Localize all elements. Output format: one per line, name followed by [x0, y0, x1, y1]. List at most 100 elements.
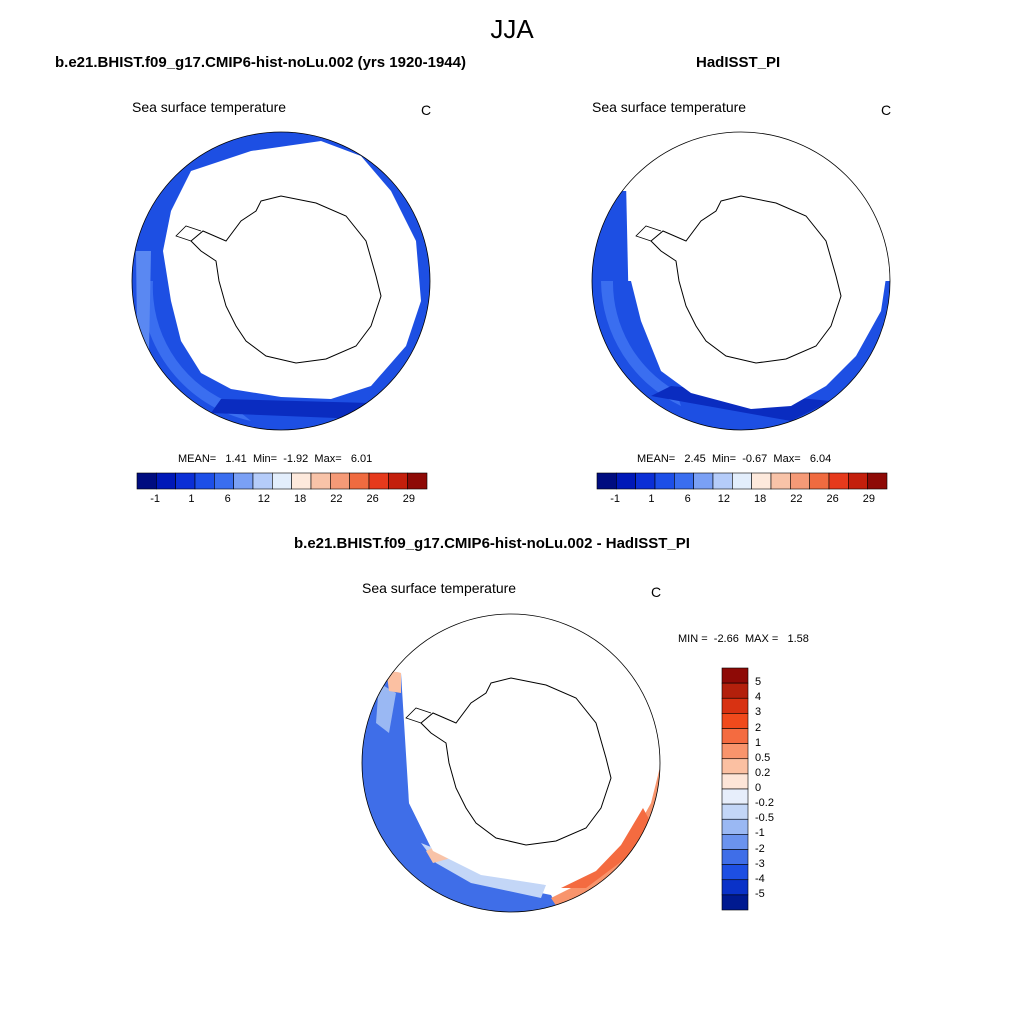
- panel-1-colorbar-tick-label: 6: [224, 493, 231, 505]
- panel-1-colorbar: [136, 472, 428, 490]
- panel-2-colorbar-swatch: [809, 472, 830, 490]
- panel-2-colorbar-swatch: [654, 472, 675, 490]
- panel-3-colorbar-swatch: [721, 879, 749, 896]
- panel-2-colorbar-swatch: [635, 472, 656, 490]
- panel-1-title: b.e21.BHIST.f09_g17.CMIP6-hist-noLu.002 …: [55, 54, 466, 71]
- panel-2-colorbar-tick-label: 22: [790, 493, 803, 505]
- panel-2-peninsula-outline: [635, 225, 662, 242]
- panel-1-cold-band: [211, 399, 371, 419]
- panel-3-variable-label: Sea surface temperature: [362, 580, 517, 596]
- panel-3-colorbar-tick-label: 3: [755, 706, 762, 719]
- panel-2-colorbar-swatch: [770, 472, 791, 490]
- panel-1-colorbar-swatch: [291, 472, 312, 490]
- panel-1-colorbar-tick-label: -1: [150, 493, 161, 505]
- panel-3-colorbar-tick-label: -5: [755, 887, 765, 900]
- panel-1-colorbar-tick-label: 29: [402, 493, 415, 505]
- panel-3-colorbar: [721, 667, 749, 911]
- panel-3-colorbar-swatch: [721, 849, 749, 865]
- panel-1-max-value: 6.01: [350, 453, 373, 465]
- panel-1-peninsula-outline: [175, 225, 202, 242]
- panel-1-antarctica-coastline: [190, 195, 382, 364]
- panel-1-colorbar-swatch: [349, 472, 370, 490]
- panel-3-units: C: [651, 584, 662, 600]
- panel-3-colorbar-tick-label: 1: [755, 736, 762, 749]
- panel-1-polar-map: [131, 131, 431, 431]
- panel-3-colorbar-labels: 5 4 3 2 1 0.5 0.2 0 -0.2 -0.5 -1 -2 -3 -4 -5: [755, 668, 795, 910]
- panel-3-colorbar-swatch: [721, 834, 749, 850]
- panel-3-colorbar-swatch: [721, 728, 749, 744]
- panel-2-colorbar-tick-label: 29: [862, 493, 875, 505]
- panel-1-colorbar-tick-label: 26: [366, 493, 379, 505]
- panel-2-title: HadISST_PI: [696, 54, 781, 71]
- panel-2-colorbar-swatch: [596, 472, 617, 490]
- panel-2-colorbar-swatch: [674, 472, 694, 490]
- panel-3-colorbar-tick-label: 2: [755, 721, 762, 734]
- panel-3-colorbar-tick-label: -0.5: [755, 812, 774, 825]
- panel-3-map-boundary: [361, 613, 661, 913]
- panel-3-colorbar-swatch: [721, 697, 749, 714]
- panel-3-colorbar-swatch: [721, 682, 749, 699]
- panel-3-colorbar-swatch: [721, 864, 749, 881]
- panel-3-colorbar-tick-label: -0.2: [755, 797, 774, 810]
- panel-2-stats: MEAN= 2.45 Min= -0.67 Max= 6.04: [637, 453, 831, 465]
- panel-1-colorbar-swatch: [194, 472, 215, 490]
- panel-1-colorbar-swatch: [233, 472, 254, 490]
- panel-3-colorbar-tick-label: -2: [755, 842, 765, 855]
- panel-1-colorbar-swatch: [252, 472, 273, 490]
- panel-2-max-value: 6.04: [809, 453, 832, 465]
- panel-1-colorbar-tick-label: 1: [188, 493, 195, 505]
- panel-2-antarctica-coastline: [650, 195, 842, 364]
- panel-1-variable-label: Sea surface temperature: [132, 99, 287, 115]
- panel-3-colorbar-tick-label: 5: [755, 676, 762, 689]
- panel-2-colorbar-swatch: [693, 472, 714, 490]
- panel-1-colorbar-labels: -1 1 6 12 18 22 26 29: [137, 493, 427, 507]
- panel-2-variable-label: Sea surface temperature: [592, 99, 747, 115]
- panel-2-polar-map: [591, 131, 891, 431]
- panel-1-warm-patch: [136, 251, 151, 351]
- panel-2-colorbar-tick-label: 18: [754, 493, 767, 505]
- panel-3-colorbar-swatch: [721, 713, 749, 729]
- panel-1-mean-value: 1.41: [225, 453, 247, 465]
- panel-1-colorbar-swatch: [310, 472, 331, 490]
- panel-3-colorbar-swatch: [721, 803, 749, 820]
- panel-2-colorbar-tick-label: 1: [648, 493, 655, 505]
- panel-3-colorbar-tick-label: -1: [755, 827, 765, 840]
- panel-2-colorbar-swatch: [751, 472, 772, 490]
- panel-1-max-label: Max=: [314, 453, 342, 465]
- panel-1-mean-label: MEAN=: [178, 453, 217, 465]
- panel-1-colorbar-swatch: [156, 472, 176, 490]
- panel-3-title: b.e21.BHIST.f09_g17.CMIP6-hist-noLu.002 …: [294, 535, 690, 552]
- panel-3-colorbar-tick-label: 0: [755, 782, 762, 794]
- panel-1-colorbar-swatch: [388, 472, 408, 490]
- panel-2-colorbar-labels: -1 1 6 12 18 22 26 29: [597, 493, 887, 507]
- panel-2-colorbar-tick-label: 26: [826, 493, 839, 505]
- panel-2-colorbar-tick-label: 12: [717, 493, 730, 505]
- panel-1-map-boundary: [131, 131, 431, 431]
- panel-3-peninsula-outline: [405, 707, 432, 724]
- panel-2-colorbar: [596, 472, 888, 490]
- figure-title: JJA: [490, 14, 534, 44]
- panel-2-colorbar-swatch: [616, 472, 636, 490]
- panel-2-max-label: Max=: [773, 453, 801, 465]
- panel-1-stats: MEAN= 1.41 Min= -1.92 Max= 6.01: [178, 453, 372, 465]
- panel-1-colorbar-swatch: [214, 472, 234, 490]
- panel-1-colorbar-tick-label: 18: [294, 493, 307, 505]
- panel-2-colorbar-swatch: [712, 472, 733, 490]
- panel-3-colorbar-tick-label: -3: [755, 857, 765, 870]
- panel-1-sea-ice-mask: [163, 141, 421, 399]
- panel-1-min-value: -1.92: [283, 453, 309, 465]
- panel-2-colorbar-swatch: [867, 472, 888, 490]
- panel-3-colorbar-tick-label: 4: [755, 691, 762, 704]
- panel-3-colorbar-swatch: [721, 894, 749, 911]
- panel-1-colorbar-swatch: [407, 472, 428, 490]
- panel-2-colorbar-swatch: [848, 472, 868, 490]
- panel-2-colorbar-swatch: [828, 472, 849, 490]
- panel-2-map-boundary: [591, 131, 891, 431]
- panel-3-min-label: MIN =: [678, 633, 708, 645]
- panel-3-stats: MIN = -2.66 MAX = 1.58: [678, 633, 809, 645]
- panel-1-warm-band: [140, 281, 251, 421]
- panel-3-colorbar-tick-label: -4: [755, 872, 765, 885]
- panel-2-colorbar-tick-label: -1: [610, 493, 621, 505]
- panel-2-mean-label: MEAN=: [637, 453, 676, 465]
- panel-3-antarctica-coastline: [420, 677, 612, 846]
